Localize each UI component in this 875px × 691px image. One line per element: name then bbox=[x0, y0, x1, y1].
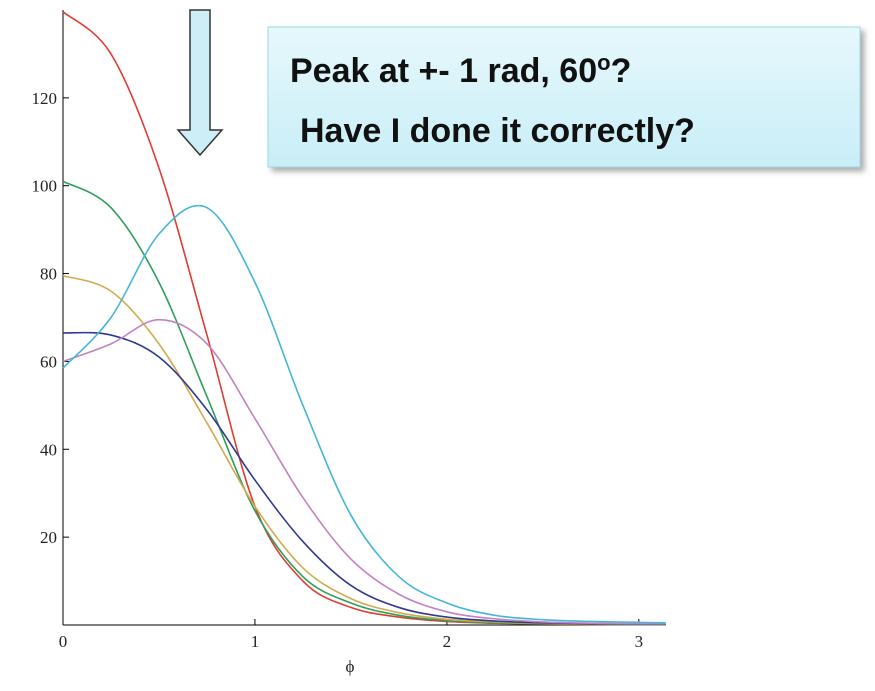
x-tick-label: 3 bbox=[635, 632, 644, 651]
line-series bbox=[62, 204, 666, 624]
x-tick-label: 0 bbox=[59, 632, 68, 651]
y-tick-label: 20 bbox=[40, 528, 57, 547]
x-tick-label: 2 bbox=[443, 632, 452, 651]
arrow bbox=[176, 9, 224, 157]
line-series bbox=[62, 318, 666, 625]
annotation-text: ? bbox=[611, 52, 632, 90]
y-tick-label: 120 bbox=[32, 89, 58, 108]
line-series bbox=[62, 331, 666, 625]
y-tick-label: 60 bbox=[40, 352, 57, 371]
annotation-box bbox=[267, 26, 861, 168]
annotation-line2: Have I done it correctly? bbox=[300, 112, 695, 150]
x-axis-label: ϕ bbox=[346, 657, 355, 676]
x-tick-label: 1 bbox=[251, 632, 260, 651]
annotation-sup: o bbox=[597, 50, 610, 75]
y-tick-label: 40 bbox=[40, 440, 57, 459]
line-series bbox=[62, 180, 666, 626]
annotation-line1: Peak at +- 1 rad, 60o? bbox=[290, 50, 631, 90]
annotation-text: Peak at +- 1 rad, 60 bbox=[290, 52, 597, 90]
plot-area: 20 40 60 80 100 120 0 1 2 3 bbox=[32, 10, 666, 651]
y-tick-label: 100 bbox=[32, 177, 58, 196]
y-tick-label: 80 bbox=[40, 265, 57, 284]
